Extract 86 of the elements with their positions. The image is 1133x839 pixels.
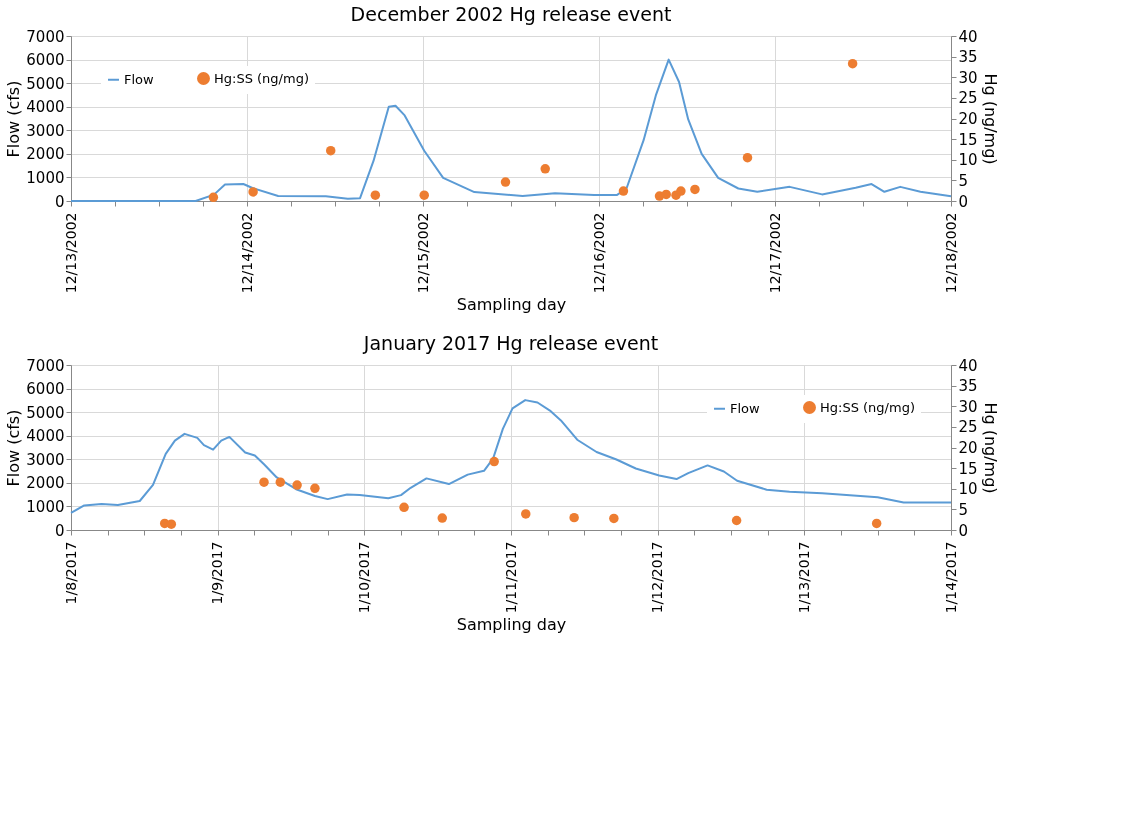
point — [690, 184, 700, 195]
x-tick-label: 12/17/2002 — [766, 212, 783, 294]
y2-tick-label: 0 — [958, 521, 969, 540]
y2-tick-label: 20 — [958, 439, 978, 457]
x-tick-label: 1/8/2017 — [62, 541, 79, 605]
y2-tick-label: 20 — [958, 110, 978, 128]
point — [208, 192, 219, 203]
point — [259, 477, 269, 487]
x-tick-label: 1/13/2017 — [795, 541, 812, 614]
y2-tick-label: 15 — [958, 459, 978, 478]
point — [275, 477, 286, 487]
chart-title: January 2017 Hg release event — [362, 332, 659, 354]
point — [731, 515, 742, 526]
point — [847, 58, 858, 69]
point — [540, 164, 550, 174]
point — [569, 512, 579, 523]
x-tick-label: 1/10/2017 — [355, 541, 372, 614]
point — [292, 480, 302, 490]
y-tick-label: 3000 — [26, 121, 65, 140]
x-tick-label: 1/9/2017 — [209, 541, 226, 605]
x-tick-label: 12/18/2002 — [942, 212, 959, 294]
y-tick-label: 4000 — [26, 98, 65, 117]
y2-tick-label: 25 — [958, 418, 978, 437]
x-tick-label: 12/15/2002 — [414, 212, 431, 294]
x-tick-label: 1/14/2017 — [942, 541, 959, 614]
y2-axis-title: Hg (ng/mg) — [980, 73, 1000, 165]
y2-tick-label: 35 — [958, 48, 978, 67]
y-tick-label: 1000 — [26, 497, 65, 516]
y2-tick-label: 35 — [958, 377, 978, 396]
point — [166, 519, 177, 529]
y-tick-label: 7000 — [26, 27, 65, 46]
legend-label: Hg:SS (ng/mg) — [820, 399, 915, 415]
point — [742, 152, 753, 163]
point — [399, 502, 409, 513]
point — [325, 145, 336, 156]
y-tick-label: 4000 — [26, 427, 65, 446]
point — [310, 483, 320, 494]
y2-tick-label: 5 — [958, 171, 969, 190]
y2-tick-label: 15 — [958, 130, 978, 149]
y2-tick-label: 5 — [958, 500, 969, 519]
y-tick-label: 5000 — [26, 403, 65, 422]
y2-tick-label: 10 — [958, 480, 978, 499]
point — [521, 509, 531, 519]
y2-tick-label: 40 — [958, 356, 978, 375]
point — [500, 177, 511, 187]
y-tick-label: 0 — [54, 521, 65, 540]
y2-tick-label: 30 — [958, 397, 978, 416]
point — [489, 456, 499, 467]
y-tick-label: 6000 — [26, 51, 65, 70]
legend-label: Hg:SS (ng/mg) — [214, 70, 309, 86]
point — [609, 513, 619, 524]
x-tick-label: 12/13/2002 — [62, 212, 79, 294]
y2-tick-label: 30 — [958, 68, 978, 87]
x-tick-label: 1/12/2017 — [649, 541, 666, 614]
y2-tick-label: 40 — [958, 27, 978, 46]
y2-tick-label: 25 — [958, 89, 978, 108]
x-axis-title: Sampling day — [456, 295, 567, 315]
point — [437, 513, 447, 523]
chart-title: December 2002 Hg release event — [350, 3, 672, 25]
y-tick-label: 2000 — [26, 145, 65, 164]
y-tick-label: 2000 — [26, 474, 65, 493]
line-series — [70, 399, 952, 514]
x-axis-title: Sampling day — [456, 615, 567, 635]
point — [661, 189, 671, 200]
point — [871, 518, 882, 529]
point — [618, 186, 629, 196]
y-tick-label: 5000 — [26, 74, 65, 93]
y-tick-label: 6000 — [26, 380, 65, 399]
y2-tick-label: 10 — [958, 151, 978, 170]
y-tick-label: 0 — [54, 192, 65, 211]
point — [370, 190, 381, 200]
point — [676, 186, 686, 196]
x-tick-label: 12/16/2002 — [590, 212, 607, 294]
x-tick-label: 12/14/2002 — [238, 212, 255, 294]
point — [248, 187, 258, 197]
point — [419, 190, 429, 200]
y2-tick-label: 0 — [958, 192, 969, 211]
legend-label: Flow — [730, 400, 761, 416]
y2-axis-title: Hg (ng/mg) — [980, 402, 1000, 494]
y-axis-title: Flow (cfs) — [4, 80, 24, 158]
y-tick-label: 1000 — [26, 168, 65, 187]
y-axis-title: Flow (cfs) — [4, 409, 24, 487]
legend-label: Flow — [124, 71, 155, 87]
y-tick-label: 3000 — [26, 450, 65, 469]
x-tick-label: 1/11/2017 — [502, 541, 519, 614]
y-tick-label: 7000 — [26, 356, 65, 375]
